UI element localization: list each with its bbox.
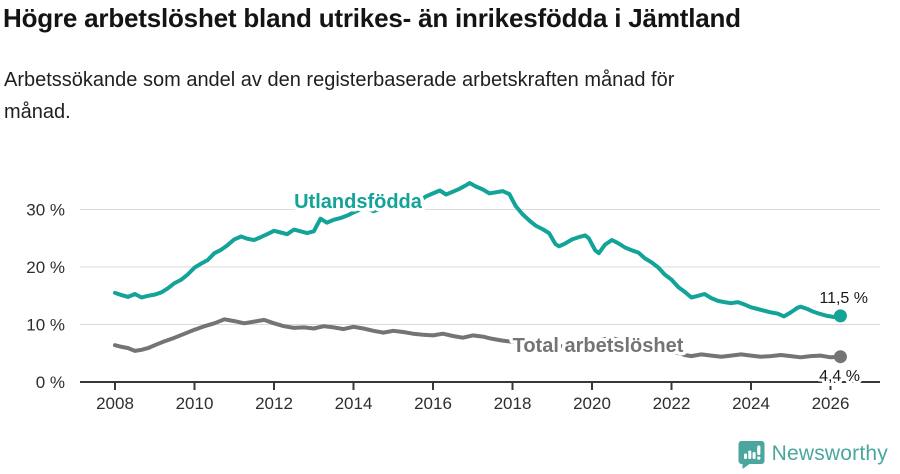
series-end-dot-utlandsfodda [833, 309, 847, 323]
x-axis-tick-label: 2014 [335, 394, 373, 413]
series-line-total-arbetsloshet [113, 317, 843, 360]
x-axis-tick-label: 2020 [573, 394, 611, 413]
x-axis-tick-label: 2026 [812, 394, 850, 413]
x-axis-tick-label: 2016 [414, 394, 452, 413]
unemployment-line-chart: 2008 2010 2012 2014 2016 2018 2020 2022 2024 2026… [26, 181, 880, 413]
y-axis-tick-label: 30 % [26, 201, 65, 220]
series-end-value-utlandsfodda: 11,5 % [819, 290, 868, 307]
newsworthy-logo-icon [738, 440, 765, 469]
chart-subtitle: Arbetssökande som andel av den registerb… [4, 69, 675, 124]
series-end-dot-total-arbetsloshet [833, 350, 847, 364]
y-axis-tick-label: 20 % [26, 258, 65, 277]
series-line-utlandsfodda [113, 181, 843, 319]
x-axis-tick-label: 2008 [96, 394, 134, 413]
x-axis-tick-label: 2022 [653, 394, 691, 413]
brand-footer: Newsworthy [738, 439, 888, 469]
x-axis-tick-label: 2012 [255, 394, 293, 413]
series-end-value-total-arbetsloshet: 4,4 % [819, 368, 860, 385]
x-axis-tick-label: 2024 [732, 394, 770, 413]
series-label-utlandsfodda: Utlandsfödda [294, 191, 423, 213]
x-axis-tick-label: 2010 [176, 394, 214, 413]
brand-name: Newsworthy [771, 442, 888, 465]
series-label-total-arbetsloshet: Total arbetslöshet [513, 335, 684, 357]
chart-title: Högre arbetslöshet bland utrikes- än inr… [3, 3, 741, 33]
x-axis-tick-label: 2018 [494, 394, 532, 413]
y-axis-tick-label: 0 % [36, 373, 65, 392]
y-axis-tick-label: 10 % [26, 316, 65, 335]
